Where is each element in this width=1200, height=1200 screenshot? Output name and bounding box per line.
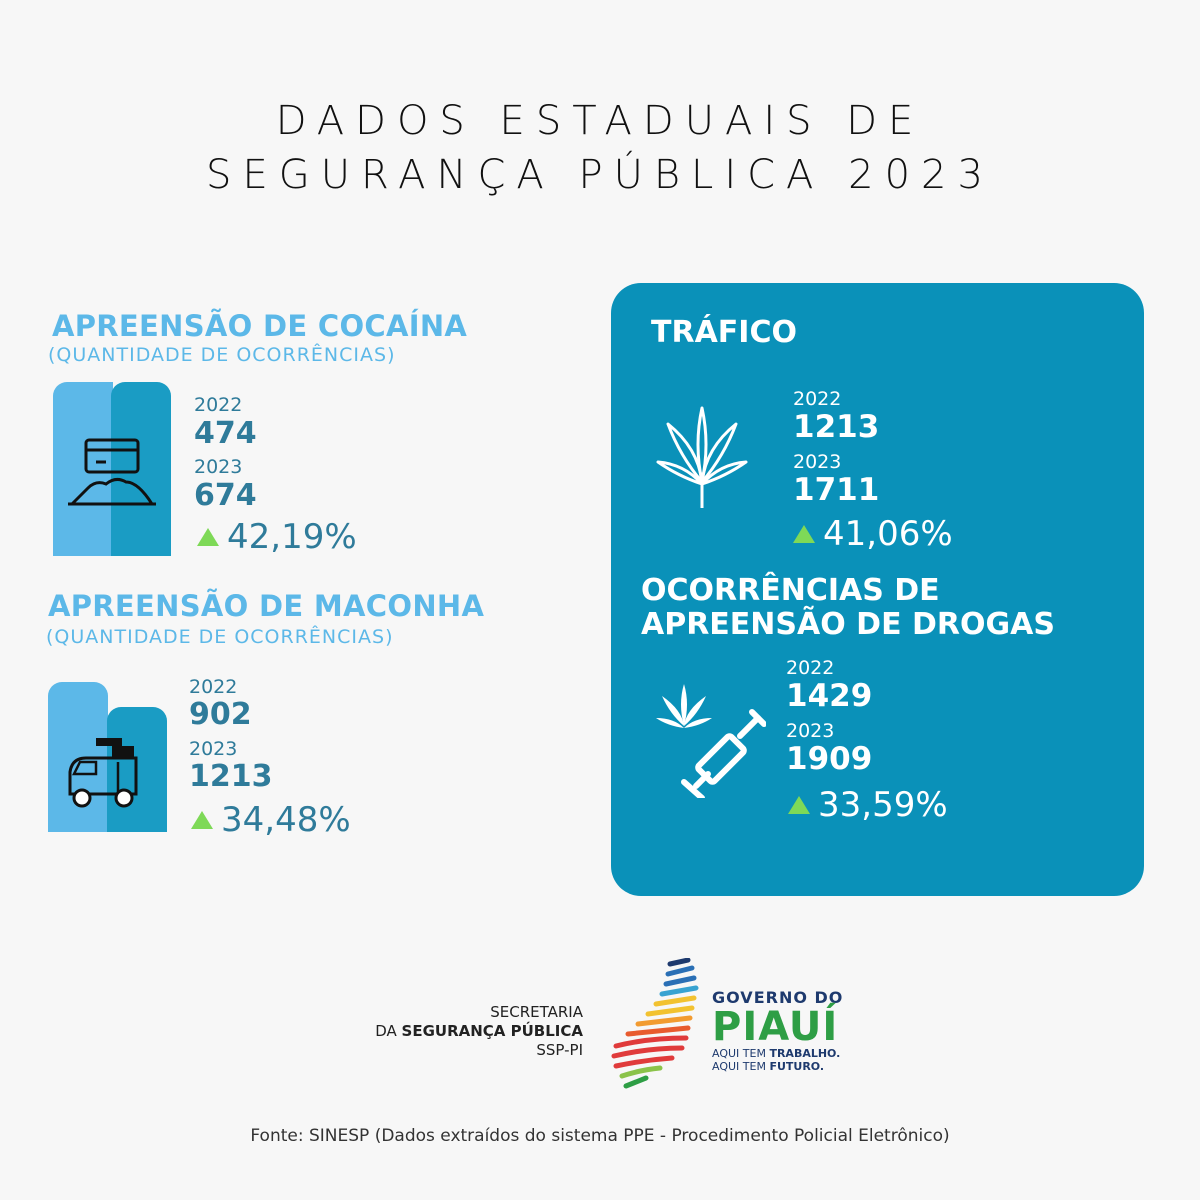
up-arrow-icon	[191, 811, 213, 829]
drogas-change: 33,59%	[788, 785, 948, 825]
up-arrow-icon	[788, 796, 810, 814]
trafico-change: 41,06%	[793, 514, 953, 554]
drogas-year-2022: 2022	[786, 657, 835, 679]
cocaina-subtitle: (QUANTIDADE DE OCORRÊNCIAS)	[48, 344, 396, 366]
ssp-logo: SECRETARIA DA SEGURANÇA PÚBLICA SSP-PI	[375, 1003, 583, 1060]
cocaina-change: 42,19%	[197, 517, 357, 557]
maconha-value-2022: 902	[189, 697, 252, 732]
gov-line3a-prefix: AQUI TEM	[712, 1047, 770, 1060]
gov-line3a: AQUI TEM TRABALHO.	[712, 1047, 843, 1060]
gov-line1: GOVERNO DO	[712, 988, 844, 1007]
cannabis-leaf-icon	[656, 406, 748, 508]
cocaine-icon	[68, 438, 156, 506]
gov-line2: PIAUÍ	[712, 1004, 839, 1050]
maconha-value-2023: 1213	[189, 759, 273, 794]
maconha-subtitle: (QUANTIDADE DE OCORRÊNCIAS)	[46, 626, 394, 648]
cocaina-year-2023: 2023	[194, 456, 243, 478]
drogas-year-2023: 2023	[786, 720, 835, 742]
piaui-map-logo-icon	[611, 958, 699, 1089]
maconha-change-value: 34,48%	[221, 800, 351, 840]
police-van-icon	[68, 738, 138, 808]
drogas-title-line1: OCORRÊNCIAS DE	[641, 573, 940, 608]
ssp-line1: SECRETARIA	[490, 1003, 583, 1021]
maconha-title: APREENSÃO DE MACONHA	[48, 589, 485, 623]
governo-piaui-logo: GOVERNO DO PIAUÍ AQUI TEM TRABALHO. AQUI…	[712, 988, 843, 1073]
drogas-title-line2: APREENSÃO DE DROGAS	[641, 607, 1055, 642]
gov-line3b-bold: FUTURO.	[769, 1060, 825, 1073]
up-arrow-icon	[197, 528, 219, 546]
gov-line3b-prefix: AQUI TEM	[712, 1060, 770, 1073]
cocaina-value-2022: 474	[194, 416, 257, 451]
cocaina-change-value: 42,19%	[227, 517, 357, 557]
maconha-year-2022: 2022	[189, 676, 238, 698]
ssp-line3: SSP-PI	[536, 1041, 583, 1059]
drogas-change-value: 33,59%	[818, 785, 948, 825]
gov-line3a-bold: TRABALHO.	[769, 1047, 841, 1060]
page-title-line2: SEGURANÇA PÚBLICA 2023	[206, 152, 994, 198]
cocaina-title: APREENSÃO DE COCAÍNA	[52, 309, 468, 343]
drogas-value-2023: 1909	[786, 741, 873, 777]
gov-line3b: AQUI TEM FUTURO.	[712, 1060, 843, 1073]
leaf-syringe-icon	[656, 684, 766, 798]
ssp-line2-bold: SEGURANÇA PÚBLICA	[401, 1022, 583, 1040]
ssp-line2-prefix: DA	[375, 1022, 402, 1040]
trafico-year-2022: 2022	[793, 388, 842, 410]
up-arrow-icon	[793, 525, 815, 543]
source-footer: Fonte: SINESP (Dados extraídos do sistem…	[250, 1126, 950, 1146]
maconha-year-2023: 2023	[189, 738, 238, 760]
maconha-change: 34,48%	[191, 800, 351, 840]
trafico-value-2022: 1213	[793, 409, 880, 445]
cocaina-value-2023: 674	[194, 478, 257, 513]
cocaina-bar-2023	[111, 382, 171, 556]
cocaina-year-2022: 2022	[194, 394, 243, 416]
trafico-value-2023: 1711	[793, 472, 880, 508]
trafico-change-value: 41,06%	[823, 514, 953, 554]
page-title-line1: DADOS ESTADUAIS DE	[275, 98, 925, 144]
ssp-line2: DA SEGURANÇA PÚBLICA	[375, 1022, 583, 1041]
cocaina-bar-2022	[53, 382, 113, 556]
drogas-value-2022: 1429	[786, 678, 873, 714]
trafico-title: TRÁFICO	[651, 315, 797, 350]
trafico-year-2023: 2023	[793, 451, 842, 473]
